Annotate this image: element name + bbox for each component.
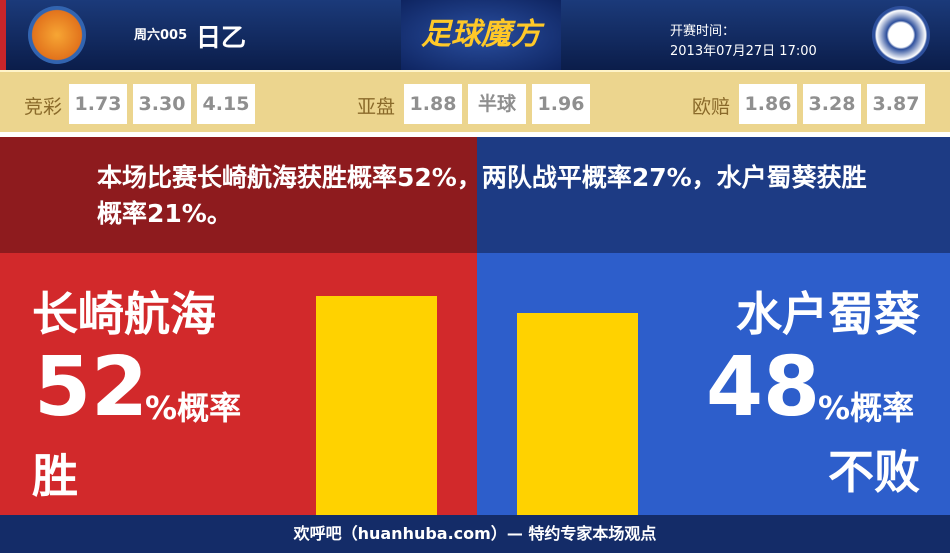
league: 日乙 [196, 23, 247, 52]
oupei-odd: 3.87 [867, 84, 925, 124]
summary-right-bg [477, 137, 950, 253]
away-percent: 48 [706, 340, 821, 435]
away-percent-unit: %概率 [818, 389, 915, 427]
yapan-handicap: 半球 [468, 84, 526, 124]
jingcai-odd: 1.73 [69, 84, 127, 124]
footer-credit: 欢呼吧（huanhuba.com）— 特约专家本场观点 [0, 515, 950, 553]
oupei-odd: 1.86 [739, 84, 797, 124]
kickoff-time: 2013年07月27日 17:00 [670, 44, 817, 59]
away-probability-bar [517, 312, 638, 515]
jingcai-odd: 4.15 [197, 84, 255, 124]
kickoff-label: 开赛时间： [670, 24, 736, 39]
away-team-logo [872, 6, 930, 64]
summary-left-bg [0, 137, 477, 253]
away-team-name: 水户蜀葵 [736, 287, 920, 341]
brand-logo: 足球魔方 [401, 0, 561, 70]
match-header: 周六005 日乙 足球魔方 开赛时间： 2013年07月27日 17:00 [0, 0, 950, 70]
away-outcome: 不败 [828, 445, 920, 499]
odds-bar: 竞彩 1.73 3.30 4.15 亚盘 1.88 半球 1.96 欧赔 1.8… [0, 70, 950, 132]
home-percent-unit: %概率 [145, 389, 242, 427]
yapan-odd: 1.96 [532, 84, 590, 124]
oupei-label: 欧赔 [692, 96, 731, 118]
home-team-logo [28, 6, 86, 64]
home-team-name: 长崎航海 [32, 287, 216, 341]
yapan-odd: 1.88 [404, 84, 462, 124]
jingcai-label: 竞彩 [24, 96, 63, 118]
home-outcome: 胜 [32, 449, 78, 503]
jingcai-odd: 3.30 [133, 84, 191, 124]
home-percent: 52 [34, 340, 149, 435]
home-probability-bar [316, 296, 437, 515]
oupei-odd: 3.28 [803, 84, 861, 124]
match-code: 周六005 [134, 28, 188, 43]
yapan-label: 亚盘 [357, 96, 396, 118]
probability-summary: 本场比赛长崎航海获胜概率52%，两队战平概率27%，水户蜀葵获胜概率21%。 [97, 163, 867, 228]
